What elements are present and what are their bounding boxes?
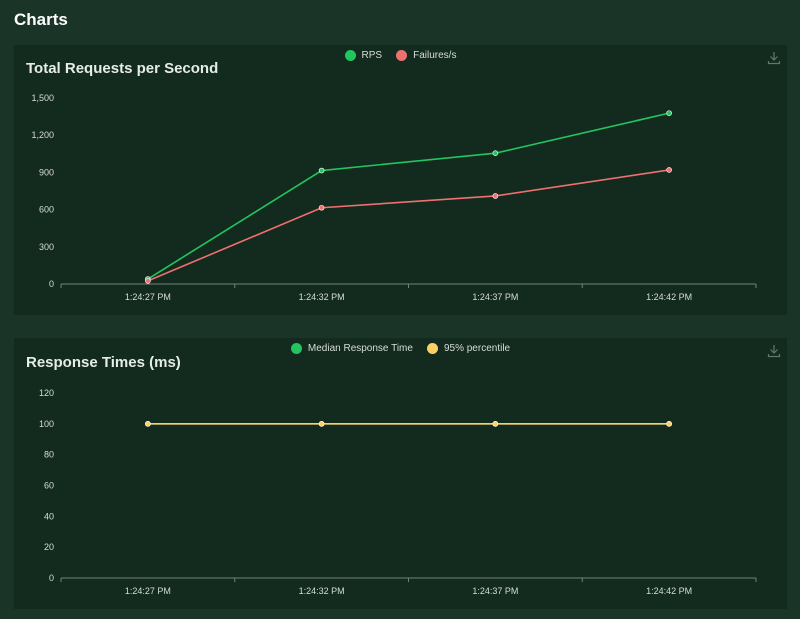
response-times-data-point[interactable] xyxy=(318,421,325,427)
response-times-data-point[interactable] xyxy=(145,421,151,427)
response-times-data-point[interactable] xyxy=(492,421,499,427)
legend-label-failures: Failures/s xyxy=(413,50,457,61)
rps-y-tick-label: 1,500 xyxy=(31,93,54,103)
rps-y-tick-label: 0 xyxy=(49,279,54,289)
response-times-x-tick-label: 1:24:37 PM xyxy=(472,586,518,596)
rps-x-tick-label: 1:24:42 PM xyxy=(646,292,692,302)
legend-label-rps: RPS xyxy=(361,50,383,61)
legend-marker-rps xyxy=(344,50,356,61)
rps-y-tick-label: 1,200 xyxy=(31,130,54,140)
legend-label-p95: 95% percentile xyxy=(443,343,511,354)
rps-series-line-1 xyxy=(147,169,670,282)
rps-data-point[interactable] xyxy=(666,110,672,116)
response-times-x-tick-label: 1:24:42 PM xyxy=(646,586,692,596)
response-times-data-point[interactable] xyxy=(666,421,672,427)
rps-chart-legend: RPS Failures/s xyxy=(14,50,787,61)
response-times-chart-legend: Median Response Time 95% percentile xyxy=(14,343,787,354)
response-times-y-tick-label: 60 xyxy=(44,481,54,491)
response-times-y-tick-label: 40 xyxy=(44,511,54,521)
response-times-chart-title: Response Times (ms) xyxy=(26,354,181,371)
rps-data-point[interactable] xyxy=(318,167,325,174)
rps-data-point[interactable] xyxy=(318,204,325,211)
rps-chart-title: Total Requests per Second xyxy=(26,60,219,77)
rps-plot-area: 0 300 600 900 1,200 1,500 1:24:27 PM 1:24:32 PM… xyxy=(31,93,757,302)
legend-label-median: Median Response Time xyxy=(307,343,413,354)
rps-data-point[interactable] xyxy=(492,150,499,156)
legend-item-rps[interactable]: RPS xyxy=(344,50,383,61)
rps-series-line-0 xyxy=(147,112,670,280)
legend-marker-median xyxy=(290,343,302,354)
response-times-chart-card: Response Times (ms) Median Response Time… xyxy=(14,338,787,609)
response-times-y-tick-label: 120 xyxy=(39,388,54,398)
rps-data-point[interactable] xyxy=(145,278,151,284)
legend-item-failures[interactable]: Failures/s xyxy=(396,50,456,61)
legend-marker-p95 xyxy=(426,343,438,354)
rps-x-tick-label: 1:24:32 PM xyxy=(299,292,345,302)
response-times-y-tick-label: 80 xyxy=(44,450,54,460)
response-times-download-icon[interactable] xyxy=(767,344,781,358)
rps-y-tick-label: 300 xyxy=(39,242,54,252)
legend-item-p95[interactable]: 95% percentile xyxy=(426,343,511,354)
response-times-y-tick-label: 20 xyxy=(44,542,54,552)
response-times-x-tick-label: 1:24:32 PM xyxy=(299,586,345,596)
response-times-x-tick-label: 1:24:27 PM xyxy=(125,586,171,596)
rps-x-tick-label: 1:24:37 PM xyxy=(472,292,518,302)
response-times-y-tick-label: 100 xyxy=(39,419,54,429)
page-title: Charts xyxy=(14,10,68,29)
rps-download-icon[interactable] xyxy=(767,51,781,65)
rps-y-tick-label: 600 xyxy=(39,205,54,215)
rps-chart-card: Total Requests per Second RPS Failures/s… xyxy=(14,45,787,315)
legend-item-median[interactable]: Median Response Time xyxy=(290,343,413,354)
rps-y-tick-label: 900 xyxy=(39,167,54,177)
rps-x-tick-label: 1:24:27 PM xyxy=(125,292,171,302)
response-times-y-tick-label: 0 xyxy=(49,573,54,583)
rps-data-point[interactable] xyxy=(666,167,672,173)
legend-marker-failures xyxy=(396,50,408,61)
rps-data-point[interactable] xyxy=(492,193,499,199)
response-times-plot-area: 0 20 40 60 80 100 120 1:24:27 PM 1:24:32 PM 1:24:… xyxy=(39,388,757,596)
